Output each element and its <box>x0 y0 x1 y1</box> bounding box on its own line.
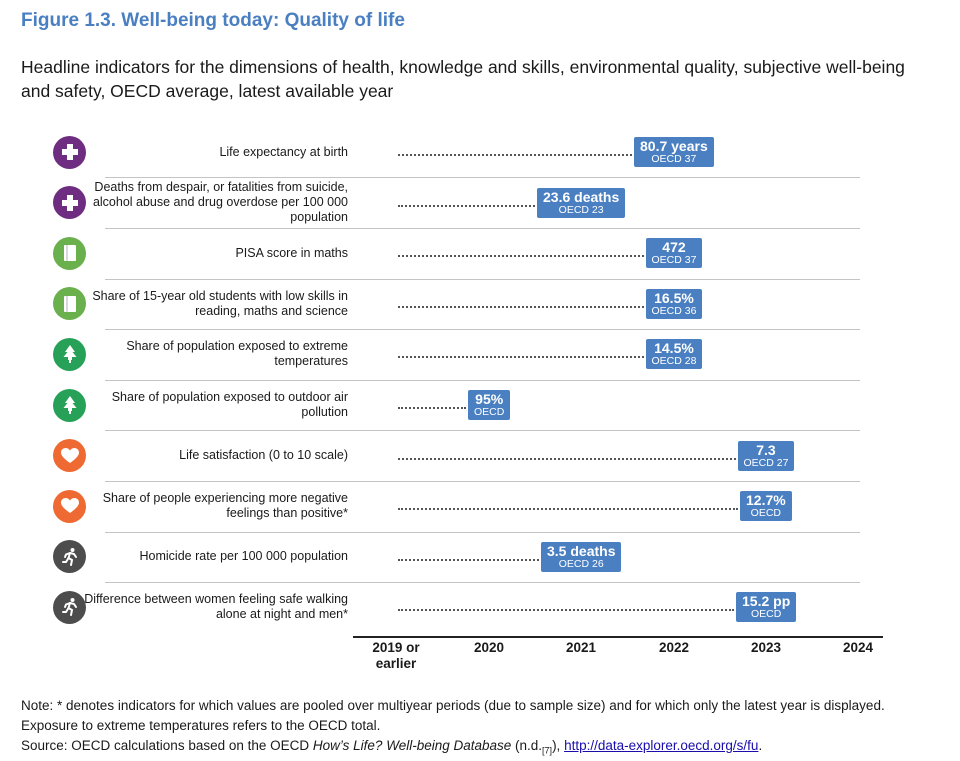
indicator-value: 16.5% <box>654 289 694 306</box>
dotted-leader-line <box>398 255 644 258</box>
tree-icon <box>53 388 86 422</box>
row-separator <box>105 531 860 533</box>
dotted-leader-line <box>398 204 535 207</box>
dotted-leader-line <box>398 558 539 561</box>
running-person-icon <box>53 590 86 624</box>
row-separator <box>105 278 860 280</box>
x-axis-tick-label: 2021 <box>565 640 597 655</box>
row-separator <box>105 430 860 432</box>
x-axis-tick-label: 2020 <box>473 640 505 655</box>
health-cross-icon <box>53 186 86 220</box>
indicator-value: 7.3 <box>756 441 776 458</box>
source-after: ), <box>552 738 565 753</box>
value-box: 7.3 OECD 27 <box>737 440 795 471</box>
dotted-leader-line <box>398 508 738 511</box>
indicator-label: Share of population exposed to extreme t… <box>126 339 348 369</box>
x-axis-tick-label: 2024 <box>842 640 874 655</box>
figure-title: Figure 1.3. Well-being today: Quality of… <box>21 10 405 31</box>
value-box: 15.2 pp OECD <box>736 592 797 623</box>
source-reference: [7] <box>542 745 553 756</box>
indicator-label: Difference between women feeling safe wa… <box>84 592 348 622</box>
x-axis-tick-label: 2019 or earlier <box>372 640 420 671</box>
indicator-label: Life satisfaction (0 to 10 scale) <box>179 448 348 463</box>
indicator-country-count: OECD <box>750 507 782 520</box>
value-box: 95% OECD <box>468 390 511 420</box>
value-box: 16.5% OECD 36 <box>645 288 703 319</box>
source-database-name: How’s Life? Well-being Database <box>312 738 512 753</box>
note-line-1: Note: * denotes indicators for which val… <box>21 698 885 713</box>
figure-note: Note: * denotes indicators for which val… <box>21 696 941 761</box>
value-box: 80.7 years OECD 37 <box>634 137 714 167</box>
indicator-country-count: OECD 27 <box>743 456 789 469</box>
heart-icon <box>53 489 86 523</box>
heart-icon <box>53 439 86 473</box>
indicator-timeline-chart: Life expectancy at birth 80.7 years OECD 3… <box>0 128 960 688</box>
row-separator <box>105 329 860 331</box>
indicator-country-count: OECD 23 <box>558 203 604 216</box>
indicator-value: 14.5% <box>654 340 694 357</box>
row-separator <box>105 480 860 482</box>
row-separator <box>105 582 860 584</box>
x-axis-line <box>353 636 883 638</box>
source-line: Source: OECD calculations based on the O… <box>21 736 941 761</box>
value-box: 14.5% OECD 28 <box>645 339 703 370</box>
indicator-value: 12.7% <box>746 492 786 509</box>
dotted-leader-line <box>398 407 466 409</box>
row-separator <box>105 227 860 229</box>
row-separator <box>105 177 860 179</box>
x-axis-tick-label: 2022 <box>658 640 690 655</box>
row-separator <box>105 379 860 381</box>
dotted-leader-line <box>398 356 644 359</box>
indicator-label: Share of people experiencing more negati… <box>102 491 348 521</box>
source-mid: (n.d. <box>511 738 543 753</box>
indicator-country-count: OECD <box>750 608 782 621</box>
dotted-leader-line <box>398 609 734 612</box>
indicator-label: Share of 15-year old students with low s… <box>92 288 348 318</box>
dotted-leader-line <box>398 154 632 156</box>
indicator-value: 23.6 deaths <box>543 188 620 205</box>
dotted-leader-line <box>398 305 644 308</box>
health-cross-icon <box>53 135 86 169</box>
figure-subtitle: Headline indicators for the dimensions o… <box>21 57 905 101</box>
source-prefix: Source: OECD calculations based on the O… <box>21 738 313 753</box>
value-box: 12.7% OECD <box>740 491 792 522</box>
book-icon <box>53 287 86 321</box>
indicator-value: 15.2 pp <box>742 593 791 610</box>
indicator-value: 95% <box>475 391 504 407</box>
indicator-country-count: OECD 37 <box>651 254 697 267</box>
indicator-value: 3.5 deaths <box>547 542 616 559</box>
source-end: . <box>758 738 763 753</box>
indicator-country-count: OECD 28 <box>651 355 697 368</box>
dotted-leader-line <box>398 457 736 460</box>
book-icon <box>53 236 86 270</box>
indicator-label: PISA score in maths <box>235 245 348 260</box>
source-link[interactable]: http://data-explorer.oecd.org/s/fu <box>564 738 759 753</box>
running-person-icon <box>53 540 86 574</box>
indicator-label: Homicide rate per 100 000 population <box>139 549 348 564</box>
indicator-label: Share of population exposed to outdoor a… <box>111 390 348 419</box>
indicator-label: Life expectancy at birth <box>219 144 348 159</box>
indicator-label: Deaths from despair, or fatalities from … <box>92 180 348 225</box>
indicator-country-count: OECD <box>474 406 505 418</box>
indicator-value: 80.7 years <box>640 138 708 154</box>
indicator-value: 472 <box>662 239 686 256</box>
indicator-country-count: OECD 37 <box>651 153 697 165</box>
note-line-2: Exposure to extreme temperatures refers … <box>21 718 381 733</box>
value-box: 23.6 deaths OECD 23 <box>537 187 626 218</box>
x-axis-tick-label: 2023 <box>750 640 782 655</box>
tree-icon <box>53 337 86 371</box>
value-box: 3.5 deaths OECD 26 <box>541 541 622 572</box>
indicator-country-count: OECD 36 <box>651 304 697 317</box>
value-box: 472 OECD 37 <box>645 238 703 269</box>
indicator-country-count: OECD 26 <box>558 557 604 570</box>
